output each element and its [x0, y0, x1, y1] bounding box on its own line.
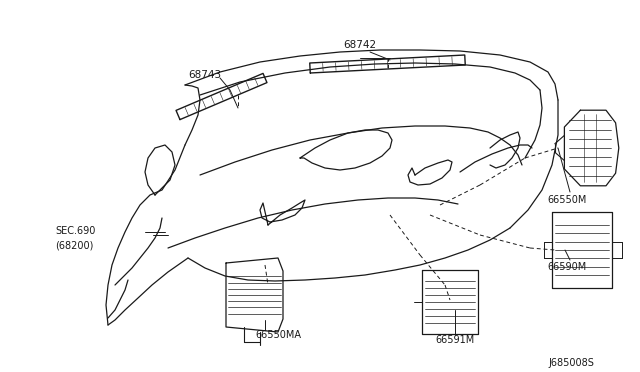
Text: 66550MA: 66550MA — [255, 330, 301, 340]
Text: J685008S: J685008S — [548, 358, 594, 368]
Text: (68200): (68200) — [55, 240, 93, 250]
Text: 66550M: 66550M — [547, 195, 586, 205]
Text: 66591M: 66591M — [435, 335, 474, 345]
Text: 68742: 68742 — [344, 40, 376, 50]
Text: SEC.690: SEC.690 — [55, 226, 95, 236]
Text: 68743: 68743 — [188, 70, 221, 80]
Text: 66590M: 66590M — [547, 262, 586, 272]
